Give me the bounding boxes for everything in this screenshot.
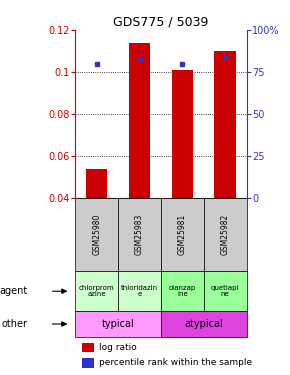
- Bar: [82, 358, 94, 368]
- Bar: [172, 70, 193, 198]
- Bar: [86, 169, 108, 198]
- Text: other: other: [1, 319, 28, 329]
- Text: GSM25981: GSM25981: [178, 214, 187, 255]
- Bar: [161, 272, 204, 311]
- Text: thioridazin
e: thioridazin e: [121, 285, 158, 297]
- Bar: [214, 51, 236, 198]
- Bar: [204, 198, 246, 272]
- Bar: [82, 343, 94, 352]
- Bar: [129, 43, 150, 198]
- Bar: [118, 198, 161, 272]
- Bar: [118, 272, 161, 311]
- Text: quetiapi
ne: quetiapi ne: [211, 285, 239, 297]
- Bar: [75, 311, 161, 337]
- Bar: [75, 198, 118, 272]
- Text: agent: agent: [0, 286, 28, 296]
- Bar: [204, 272, 246, 311]
- Text: percentile rank within the sample: percentile rank within the sample: [99, 358, 253, 367]
- Text: log ratio: log ratio: [99, 343, 137, 352]
- Bar: [161, 198, 204, 272]
- Bar: [75, 272, 118, 311]
- Text: GSM25982: GSM25982: [221, 214, 230, 255]
- Text: atypical: atypical: [184, 319, 223, 329]
- Text: chlorprom
azine: chlorprom azine: [79, 285, 115, 297]
- Text: GSM25983: GSM25983: [135, 214, 144, 255]
- Text: GSM25980: GSM25980: [92, 214, 101, 255]
- Text: typical: typical: [102, 319, 135, 329]
- Title: GDS775 / 5039: GDS775 / 5039: [113, 16, 209, 29]
- Bar: [161, 311, 246, 337]
- Text: olanzap
ine: olanzap ine: [169, 285, 196, 297]
